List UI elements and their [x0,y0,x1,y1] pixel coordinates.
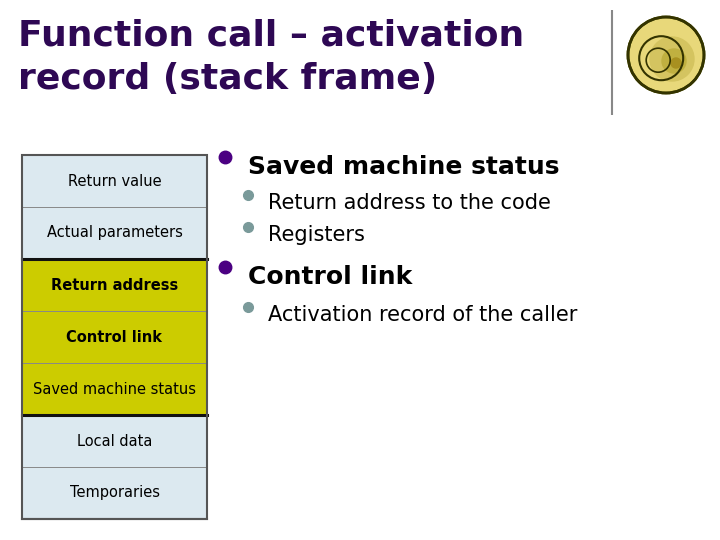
Text: Saved machine status: Saved machine status [33,381,196,396]
Bar [22,155,207,207]
Bar [22,415,207,467]
Text: Return address: Return address [51,278,178,293]
Text: Control link: Control link [66,329,163,345]
Circle shape [650,37,694,81]
Text: Registers: Registers [268,225,365,245]
Text: Activation record of the caller: Activation record of the caller [268,305,577,325]
Text: Temporaries: Temporaries [70,485,160,501]
Text: Return value: Return value [68,173,161,188]
Text: Saved machine status: Saved machine status [248,155,559,179]
Text: Control link: Control link [248,265,413,289]
Text: record (stack frame): record (stack frame) [18,62,437,96]
Text: Return address to the code: Return address to the code [268,193,551,213]
Bar [22,363,207,415]
Circle shape [628,17,704,93]
Circle shape [671,58,681,68]
Bar [22,207,207,259]
Circle shape [662,49,686,73]
Bar [22,259,207,311]
Bar [22,311,207,363]
Bar [22,467,207,519]
Bar [22,155,207,519]
Text: Function call – activation: Function call – activation [18,18,524,52]
Text: Actual parameters: Actual parameters [47,226,182,240]
Text: Local data: Local data [77,434,152,449]
